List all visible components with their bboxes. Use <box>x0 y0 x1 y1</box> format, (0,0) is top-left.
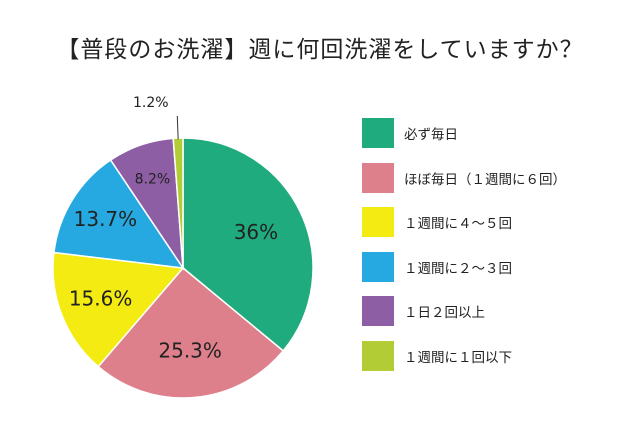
slice-label: 25.3% <box>158 339 222 363</box>
chart-title: 【普段のお洗濯】週に何回洗濯をしていますか？ <box>56 37 584 63</box>
slice-label: 13.7% <box>74 207 138 231</box>
legend-label: 必ず毎日 <box>404 127 458 143</box>
legend-swatch <box>362 296 394 327</box>
legend-item: ほぼ毎日（１週間に６回） <box>362 162 566 193</box>
slice-label: 15.6% <box>69 287 133 311</box>
legend-label: １週間に４〜５回 <box>404 216 512 233</box>
legend-label: １日２回以上 <box>404 305 485 322</box>
legend-swatch <box>362 251 394 282</box>
legend-item: 必ず毎日 <box>362 118 566 148</box>
pie-slice <box>182 137 314 352</box>
legend-swatch <box>362 162 394 193</box>
legend-swatch <box>362 118 394 148</box>
slice-label: 1.2% <box>133 95 169 111</box>
legend-label: １週間に２〜３回 <box>404 260 512 277</box>
legend-item: １日２回以上 <box>362 296 566 327</box>
pie-slice <box>53 158 185 269</box>
legend-label: ほぼ毎日（１週間に６回） <box>404 171 566 188</box>
legend: 必ず毎日ほぼ毎日（１週間に６回） １週間に４〜５回 １週間に２〜３回 １日２回以上 １週… <box>362 118 566 386</box>
pie-slice <box>97 266 285 399</box>
legend-item: １週間に２〜３回 <box>362 251 566 282</box>
legend-swatch <box>362 340 394 371</box>
legend-swatch <box>362 207 394 238</box>
slice-label: 36% <box>234 220 278 244</box>
slice-label: 8.2% <box>135 172 171 188</box>
legend-label: １週間に１回以下 <box>404 349 512 366</box>
pie-slice <box>52 251 185 368</box>
legend-item: １週間に１回以下 <box>362 340 566 371</box>
leader-line <box>176 115 179 140</box>
legend-item: １週間に４〜５回 <box>362 207 566 238</box>
